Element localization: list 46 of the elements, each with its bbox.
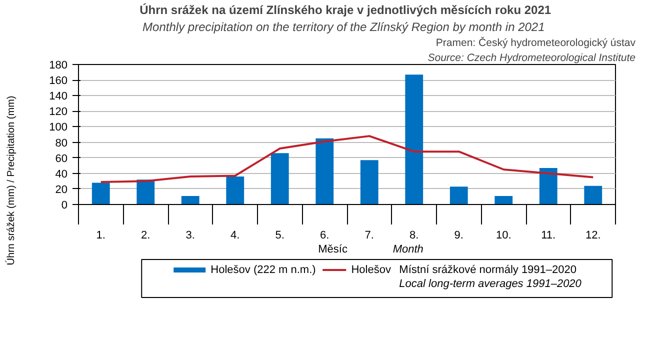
- x-tick-label: 5.: [275, 230, 284, 242]
- bar: [494, 196, 513, 204]
- legend-label: Holešov: [351, 264, 392, 276]
- y-tick-label: 0: [61, 200, 68, 212]
- y-tick-label: 60: [55, 152, 68, 165]
- legend-label: Holešov (222 m n.m.): [210, 264, 316, 276]
- text: Místní srážkové normály 1991–2020: [399, 264, 577, 276]
- y-tick-label: 100: [49, 122, 68, 134]
- y-tick-label: 140: [49, 90, 68, 103]
- x-tick-label: 8.: [410, 230, 419, 242]
- x-tick-label: 4.: [230, 230, 240, 242]
- chart-title: Úhrn srážek na území Zlínského kraje v jednotlivých měsících roku 2021: [140, 3, 552, 17]
- bar: [226, 176, 244, 204]
- text: Pramen: Český hydrometeorologický ústav: [436, 36, 636, 49]
- bar: [539, 168, 558, 204]
- line-series: [100, 135, 594, 183]
- x-tick-label: 10.: [496, 230, 512, 242]
- x-tick-label: 11.: [541, 230, 556, 242]
- bar: [316, 138, 334, 204]
- y-tick-label: 40: [55, 168, 68, 180]
- bar: [450, 186, 468, 204]
- x-axis-title: Měsíc: [318, 244, 348, 256]
- source-note: Source: Czech Hydrometeorological Institute: [428, 52, 636, 64]
- x-tick-label: 12.: [585, 230, 601, 242]
- x-tick-label: 7.: [364, 230, 374, 242]
- text: Local long-term averages 1991–2020: [399, 278, 582, 290]
- bar: [92, 182, 110, 204]
- x-tick-label: 6.: [320, 230, 330, 242]
- y-axis-title: Úhrn srážek (mm) / Precipitation (mm): [5, 96, 17, 266]
- x-tick-label: 3.: [186, 230, 195, 242]
- bar: [405, 74, 424, 204]
- x-tick-label: 9.: [454, 230, 464, 242]
- y-tick-label: 180: [49, 60, 68, 72]
- text: Month: [392, 244, 424, 256]
- y-tick-label: 160: [49, 75, 68, 88]
- x-tick-label: 1.: [96, 230, 106, 242]
- chart-subtitle: Monthly precipitation on the territory of the Zlínský Region by month in 2021: [142, 20, 545, 34]
- y-tick-label: 20: [55, 184, 68, 196]
- bar: [270, 153, 289, 204]
- bar: [136, 180, 155, 204]
- bar: [360, 160, 378, 204]
- bar: [584, 186, 602, 204]
- x-tick-label: 2.: [141, 230, 150, 242]
- bar: [181, 196, 200, 204]
- y-tick-label: 80: [55, 137, 68, 150]
- y-tick-label: 120: [49, 106, 68, 118]
